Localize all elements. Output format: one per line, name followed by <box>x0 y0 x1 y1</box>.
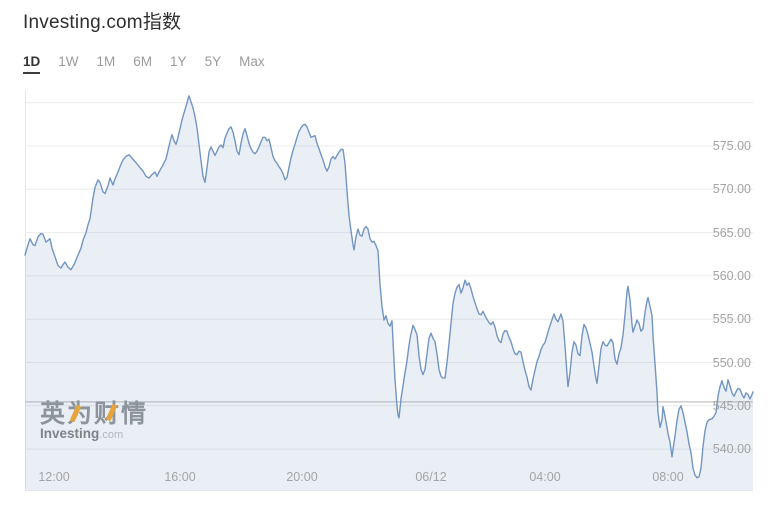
tab-1w[interactable]: 1W <box>58 54 79 69</box>
x-axis-label: 20:00 <box>286 470 318 484</box>
tab-1m[interactable]: 1M <box>96 54 116 69</box>
investing-watermark: 英为财情 Investing.com <box>40 401 148 442</box>
watermark-cn-text: 英为财情 <box>40 400 149 428</box>
tab-1y[interactable]: 1Y <box>170 54 187 69</box>
price-area <box>25 95 753 491</box>
y-axis-label: 570.00 <box>712 182 751 197</box>
x-axis-label: 12:00 <box>38 470 70 484</box>
y-axis-label: 540.00 <box>712 442 751 457</box>
y-axis-label: 550.00 <box>712 355 751 370</box>
y-axis-label: 575.00 <box>712 139 751 153</box>
x-axis-label: 16:00 <box>164 470 196 484</box>
x-axis-label: 04:00 <box>529 470 561 484</box>
x-axis-label: 06/12 <box>415 470 447 484</box>
page-title: Investing.com指数 <box>23 12 182 33</box>
x-axis-label: 08:00 <box>652 470 684 484</box>
price-line <box>24 95 754 479</box>
tab-6m[interactable]: 6M <box>133 54 153 69</box>
y-axis-label: 565.00 <box>712 225 751 240</box>
tab-max[interactable]: Max <box>239 54 265 69</box>
tab-5y[interactable]: 5Y <box>204 54 222 69</box>
y-axis-label: 555.00 <box>712 312 751 327</box>
timeframe-tabs: 1D 1W 1M 6M 1Y 5Y Max <box>23 54 265 74</box>
y-axis-label: 545.00 <box>712 398 751 413</box>
tab-1d[interactable]: 1D <box>23 54 41 74</box>
watermark-brand-text: Investing.com <box>40 426 124 441</box>
y-axis-label: 560.00 <box>712 268 751 283</box>
